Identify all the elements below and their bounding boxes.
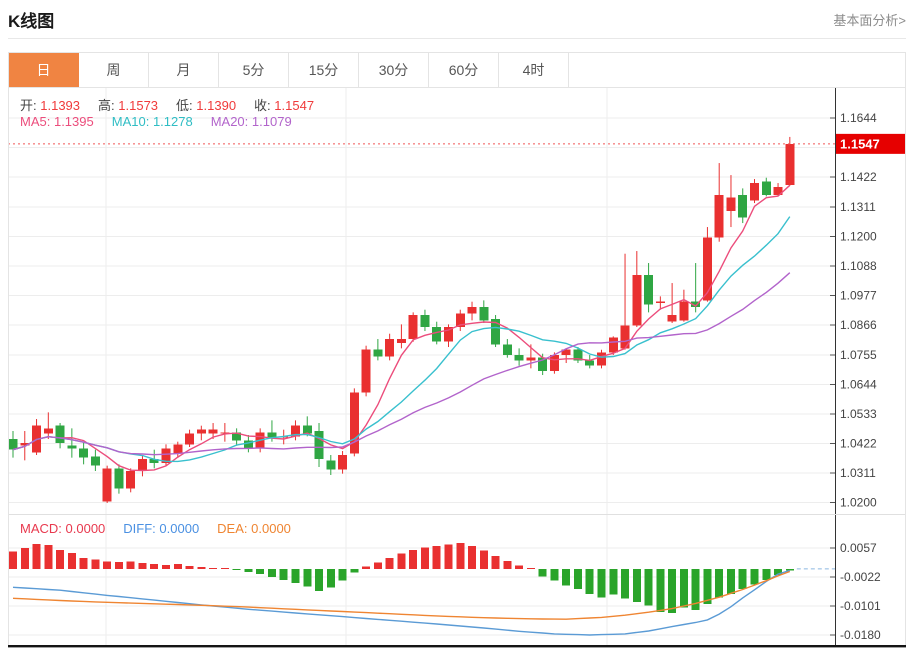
dea-label: DEA: (217, 521, 248, 536)
ma10-label: MA10: (111, 114, 150, 129)
open-value: 1.1393 (40, 98, 81, 113)
ohlc-legend: 开: 1.1393 高: 1.1573 低: 1.1390 收: 1.1547 (20, 95, 332, 114)
macd-legend: MACD: 0.0000 DIFF: 0.0000 DEA: 0.0000 (20, 521, 309, 536)
high-label: 高: (98, 98, 115, 113)
svg-text:1.1644: 1.1644 (840, 111, 877, 125)
tab-60min[interactable]: 60分 (429, 53, 499, 87)
tab-15min[interactable]: 15分 (289, 53, 359, 87)
ma10-value: 1.1278 (152, 114, 193, 129)
svg-text:1.1547: 1.1547 (840, 136, 880, 151)
page-title: K线图 (8, 11, 55, 31)
chart-plot-area[interactable] (8, 88, 835, 645)
ma-lines-layer (8, 143, 835, 472)
svg-text:1.0200: 1.0200 (840, 496, 877, 510)
ma-legend: MA5: 1.1395 MA10: 1.1278 MA20: 1.1079 (20, 114, 310, 129)
low-label: 低: (176, 98, 193, 113)
ma5-value: 1.1395 (53, 114, 94, 129)
svg-text:1.0866: 1.0866 (840, 318, 877, 332)
current-price-badge: 1.1547 (836, 133, 906, 154)
diff-label: DIFF: (123, 521, 156, 536)
svg-text:-0.0022: -0.0022 (840, 570, 881, 584)
gridlines (8, 88, 835, 645)
ma5-label: MA5: (20, 114, 51, 129)
macd-layer (9, 543, 835, 636)
low-value: 1.1390 (196, 98, 237, 113)
tab-month[interactable]: 月 (149, 53, 219, 87)
svg-text:1.0755: 1.0755 (840, 348, 877, 362)
svg-text:0.0057: 0.0057 (840, 541, 877, 555)
dea-value: 0.0000 (251, 521, 291, 536)
svg-text:1.0977: 1.0977 (840, 289, 877, 303)
ma20-label: MA20: (210, 114, 249, 129)
tab-week[interactable]: 周 (79, 53, 149, 87)
svg-text:1.1311: 1.1311 (840, 200, 876, 214)
svg-text:1.0311: 1.0311 (840, 466, 876, 480)
diff-value: 0.0000 (159, 521, 200, 536)
price-axis: 1.1644 1.1422 1.1311 1.1200 1.1088 1.0977 1.08… (8, 88, 906, 648)
high-value: 1.1573 (118, 98, 159, 113)
close-label: 收: (254, 98, 271, 113)
svg-text:1.0644: 1.0644 (840, 377, 877, 391)
tab-5min[interactable]: 5分 (219, 53, 289, 87)
svg-text:1.1088: 1.1088 (840, 259, 877, 273)
tab-4hour[interactable]: 4时 (499, 53, 569, 87)
interval-tabbar: 日 周 月 5分 15分 30分 60分 4时 (8, 52, 906, 88)
tab-30min[interactable]: 30分 (359, 53, 429, 87)
svg-text:-0.0101: -0.0101 (840, 599, 881, 613)
svg-text:1.0422: 1.0422 (840, 437, 877, 451)
svg-text:-0.0180: -0.0180 (840, 628, 881, 642)
macd-value: 0.0000 (65, 521, 106, 536)
fundamental-analysis-link[interactable]: 基本面分析> (833, 12, 906, 28)
titlebar: K线图 基本面分析> (8, 0, 906, 39)
svg-text:1.1200: 1.1200 (840, 229, 877, 243)
svg-text:1.1422: 1.1422 (840, 170, 877, 184)
open-label: 开: (20, 98, 37, 113)
ma20-value: 1.1079 (251, 114, 292, 129)
macd-label: MACD: (20, 521, 62, 536)
tab-day[interactable]: 日 (9, 53, 79, 87)
close-value: 1.1547 (274, 98, 315, 113)
svg-text:1.0533: 1.0533 (840, 407, 877, 421)
